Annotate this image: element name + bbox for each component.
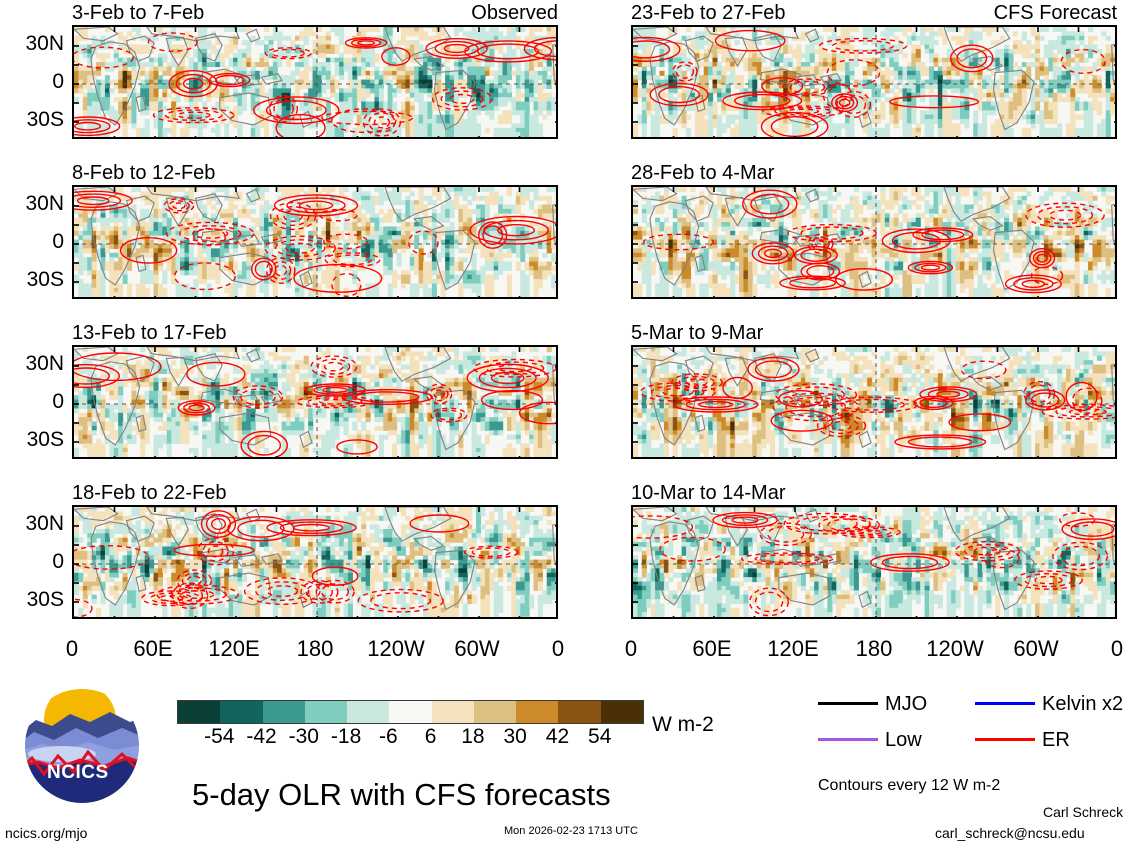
map-plot-obs-1[interactable] [72, 25, 558, 139]
y-axis-tick-0-row0: 0 [52, 70, 64, 93]
legend-line-kelvin-x2 [975, 702, 1035, 705]
panel-title-cfs-1: 23-Feb to 27-Feb [631, 2, 786, 24]
map-plot-obs-3[interactable] [72, 345, 558, 459]
colorbar-tick-1: -42 [246, 725, 277, 748]
map-plot-cfs-1[interactable] [631, 25, 1117, 139]
panel-title-cfs-4: 10-Mar to 14-Mar [631, 482, 786, 504]
colorbar-swatch-9 [558, 701, 601, 723]
colorbar-swatch-3 [304, 701, 348, 723]
colorbar-tick-6: 18 [461, 725, 485, 748]
y-axis-tick-0-row3: 0 [52, 550, 64, 573]
colorbar-tick-0: -54 [204, 725, 235, 748]
x-axis-tick-6-col0: 0 [551, 636, 565, 661]
ncics-logo-text: NCICS [47, 762, 109, 783]
colorbar-swatch-7 [473, 701, 517, 723]
panel-title-obs-4: 18-Feb to 22-Feb [72, 482, 227, 504]
x-axis-tick-5-col1: 60W [1013, 636, 1059, 661]
panel-title-obs-3: 13-Feb to 17-Feb [72, 322, 227, 344]
legend-line-er [975, 738, 1035, 741]
x-axis-tick-0-col0: 0 [65, 636, 79, 661]
colorbar-tick-7: 30 [503, 725, 527, 748]
y-axis-tick-30S-row2: 30S [26, 428, 64, 451]
x-axis-tick-4-col1: 120W [926, 636, 984, 661]
colorbar-swatch-0 [178, 701, 221, 723]
x-axis-tick-1-col0: 60E [133, 636, 173, 661]
generation-timestamp: Mon 2026-02-23 1713 UTC [504, 825, 638, 837]
legend-label-kelvin-x2: Kelvin x2 [1042, 693, 1124, 715]
legend-label-low: Low [885, 729, 922, 751]
y-axis-tick-30S-row0: 30S [26, 108, 64, 131]
colorbar-tick-5: 6 [424, 725, 437, 748]
colorbar-tick-8: 42 [545, 725, 570, 748]
legend-label-mjo: MJO [885, 693, 928, 715]
map-plot-cfs-2[interactable] [631, 185, 1117, 299]
site-url-link[interactable]: ncics.org/mjo [5, 825, 88, 841]
x-axis-tick-5-col0: 60W [454, 636, 500, 661]
colorbar-units-label: W m-2 [652, 713, 714, 736]
colorbar-tick-4: -6 [379, 725, 398, 748]
colorbar-tick-3: -18 [330, 725, 362, 748]
panel-title-cfs-2: 28-Feb to 4-Mar [631, 162, 775, 184]
y-axis-tick-30S-row1: 30S [26, 268, 64, 291]
y-axis-tick-30N-row0: 30N [25, 32, 64, 55]
column-header-right: CFS Forecast [993, 2, 1117, 24]
legend-line-low [818, 738, 878, 741]
x-axis-tick-3-col0: 180 [296, 636, 334, 661]
x-axis-tick-0-col1: 0 [624, 636, 638, 661]
y-axis-tick-0-row1: 0 [52, 230, 64, 253]
map-plot-cfs-4[interactable] [631, 505, 1117, 619]
panel-title-obs-2: 8-Feb to 12-Feb [72, 162, 216, 184]
colorbar-swatch-5 [389, 701, 432, 723]
panel-title-obs-1: 3-Feb to 7-Feb [72, 2, 205, 24]
column-header-left: Observed [471, 2, 558, 24]
colorbar-swatch-6 [431, 701, 474, 723]
legend-label-er: ER [1042, 729, 1070, 751]
x-axis-tick-2-col1: 120E [767, 636, 819, 661]
figure-main-title: 5-day OLR with CFS forecasts [192, 777, 611, 812]
x-axis-tick-2-col0: 120E [208, 636, 260, 661]
y-axis-tick-30N-row2: 30N [25, 352, 64, 375]
y-axis-tick-30N-row1: 30N [25, 192, 64, 215]
y-axis-tick-0-row2: 0 [52, 390, 64, 413]
colorbar-swatch-4 [347, 701, 390, 723]
author-email: carl_schreck@ncsu.edu [935, 825, 1085, 841]
x-axis-tick-6-col1: 0 [1110, 636, 1124, 661]
y-axis-tick-30S-row3: 30S [26, 588, 64, 611]
panel-title-cfs-3: 5-Mar to 9-Mar [631, 322, 764, 344]
map-plot-obs-4[interactable] [72, 505, 558, 619]
colorbar-swatch-8 [516, 701, 559, 723]
colorbar-tick-9: 54 [588, 725, 612, 748]
author-name: Carl Schreck [1043, 804, 1124, 820]
colorbar-swatch-2 [262, 701, 305, 723]
y-axis-tick-30N-row3: 30N [25, 512, 64, 535]
map-plot-obs-2[interactable] [72, 185, 558, 299]
colorbar-tick-2: -30 [288, 725, 319, 748]
contour-interval-note: Contours every 12 W m-2 [818, 777, 1001, 794]
legend-line-mjo [818, 702, 878, 705]
x-axis-tick-4-col0: 120W [367, 636, 425, 661]
colorbar-swatch-10 [600, 701, 643, 723]
x-axis-tick-1-col1: 60E [692, 636, 732, 661]
x-axis-tick-3-col1: 180 [855, 636, 893, 661]
map-plot-cfs-3[interactable] [631, 345, 1117, 459]
colorbar-swatch-1 [220, 701, 263, 723]
ncics-logo[interactable]: NCICS [18, 686, 146, 808]
colorbar-strip [177, 700, 644, 724]
ncics-logo-graphic [23, 687, 141, 805]
